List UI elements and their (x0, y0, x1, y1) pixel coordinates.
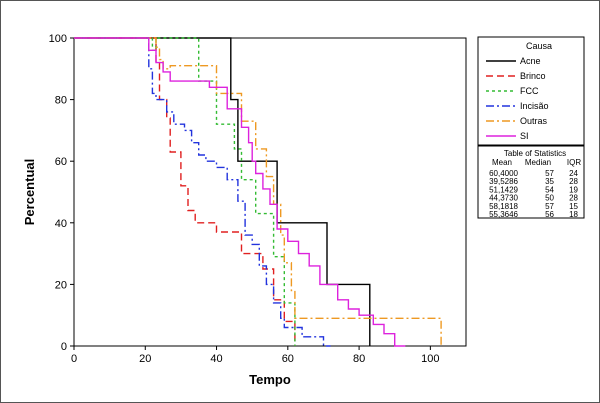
stats-cell: 57 (545, 202, 554, 211)
stats-cell: 51,1429 (489, 185, 518, 194)
x-tick-label: 80 (353, 353, 365, 365)
y-tick-label: 80 (55, 95, 67, 107)
legend-title: Causa (526, 41, 552, 51)
stats-cell: 24 (569, 169, 578, 178)
x-tick-label: 40 (210, 353, 222, 365)
stats-cell: 54 (545, 185, 554, 194)
y-tick-label: 40 (55, 218, 67, 230)
stats-cell: 28 (569, 194, 578, 203)
stats-cell: 39,5286 (489, 177, 518, 186)
x-tick-label: 0 (71, 353, 77, 365)
stats-table-rows: Mean Median IQR 60,4000 57 24 39,5286 35 28 51,14… (489, 158, 581, 219)
series-line-1 (74, 37, 371, 346)
y-tick-label: 20 (55, 279, 67, 291)
stats-cell: 58,1818 (489, 202, 518, 211)
x-tick-label: 20 (139, 353, 151, 365)
stats-table-title: Table of Statistics (504, 149, 566, 158)
y-tick-label: 100 (49, 33, 67, 45)
x-tick-label: 100 (421, 353, 439, 365)
legend-label: Outras (520, 116, 548, 126)
stats-cell: 35 (545, 177, 554, 186)
plot-area (73, 37, 467, 347)
legend-items: Acne Brinco FCC Incisão Outras SI (486, 56, 549, 141)
stats-table-box (477, 145, 585, 219)
stats-cell: 15 (569, 202, 578, 211)
legend-label: Incisão (520, 101, 549, 111)
legend-label: FCC (520, 86, 539, 96)
x-tick-label: 60 (282, 353, 294, 365)
legend-label: SI (520, 131, 529, 141)
series-layer (74, 37, 442, 347)
legend-label: Acne (520, 56, 541, 66)
stats-cell: 60,4000 (489, 169, 518, 178)
stats-cell: 28 (569, 177, 578, 186)
stats-cell: 44,3730 (489, 194, 518, 203)
series-line-4 (74, 37, 331, 347)
stats-header: Mean (492, 158, 512, 167)
series-line-6 (74, 37, 406, 347)
legend-box (477, 36, 585, 146)
stats-cell: 57 (545, 169, 554, 178)
axis-ticks: 0 20 40 60 80 100 0 20 40 60 80 100 (49, 33, 440, 365)
y-tick-label: 0 (61, 341, 67, 353)
series-line-3 (74, 37, 296, 346)
x-axis-title: Tempo (249, 372, 291, 387)
stats-cell: 50 (545, 194, 554, 203)
y-axis-title: Percentual (22, 159, 37, 225)
stats-header: Median (525, 158, 551, 167)
stats-cell: 19 (569, 185, 578, 194)
stats-cell: 56 (545, 210, 554, 219)
legend-label: Brinco (520, 71, 546, 81)
stats-cell: 55,3646 (489, 210, 518, 219)
stats-cell: 18 (569, 210, 578, 219)
stats-header: IQR (567, 158, 581, 167)
y-tick-label: 60 (55, 156, 67, 168)
